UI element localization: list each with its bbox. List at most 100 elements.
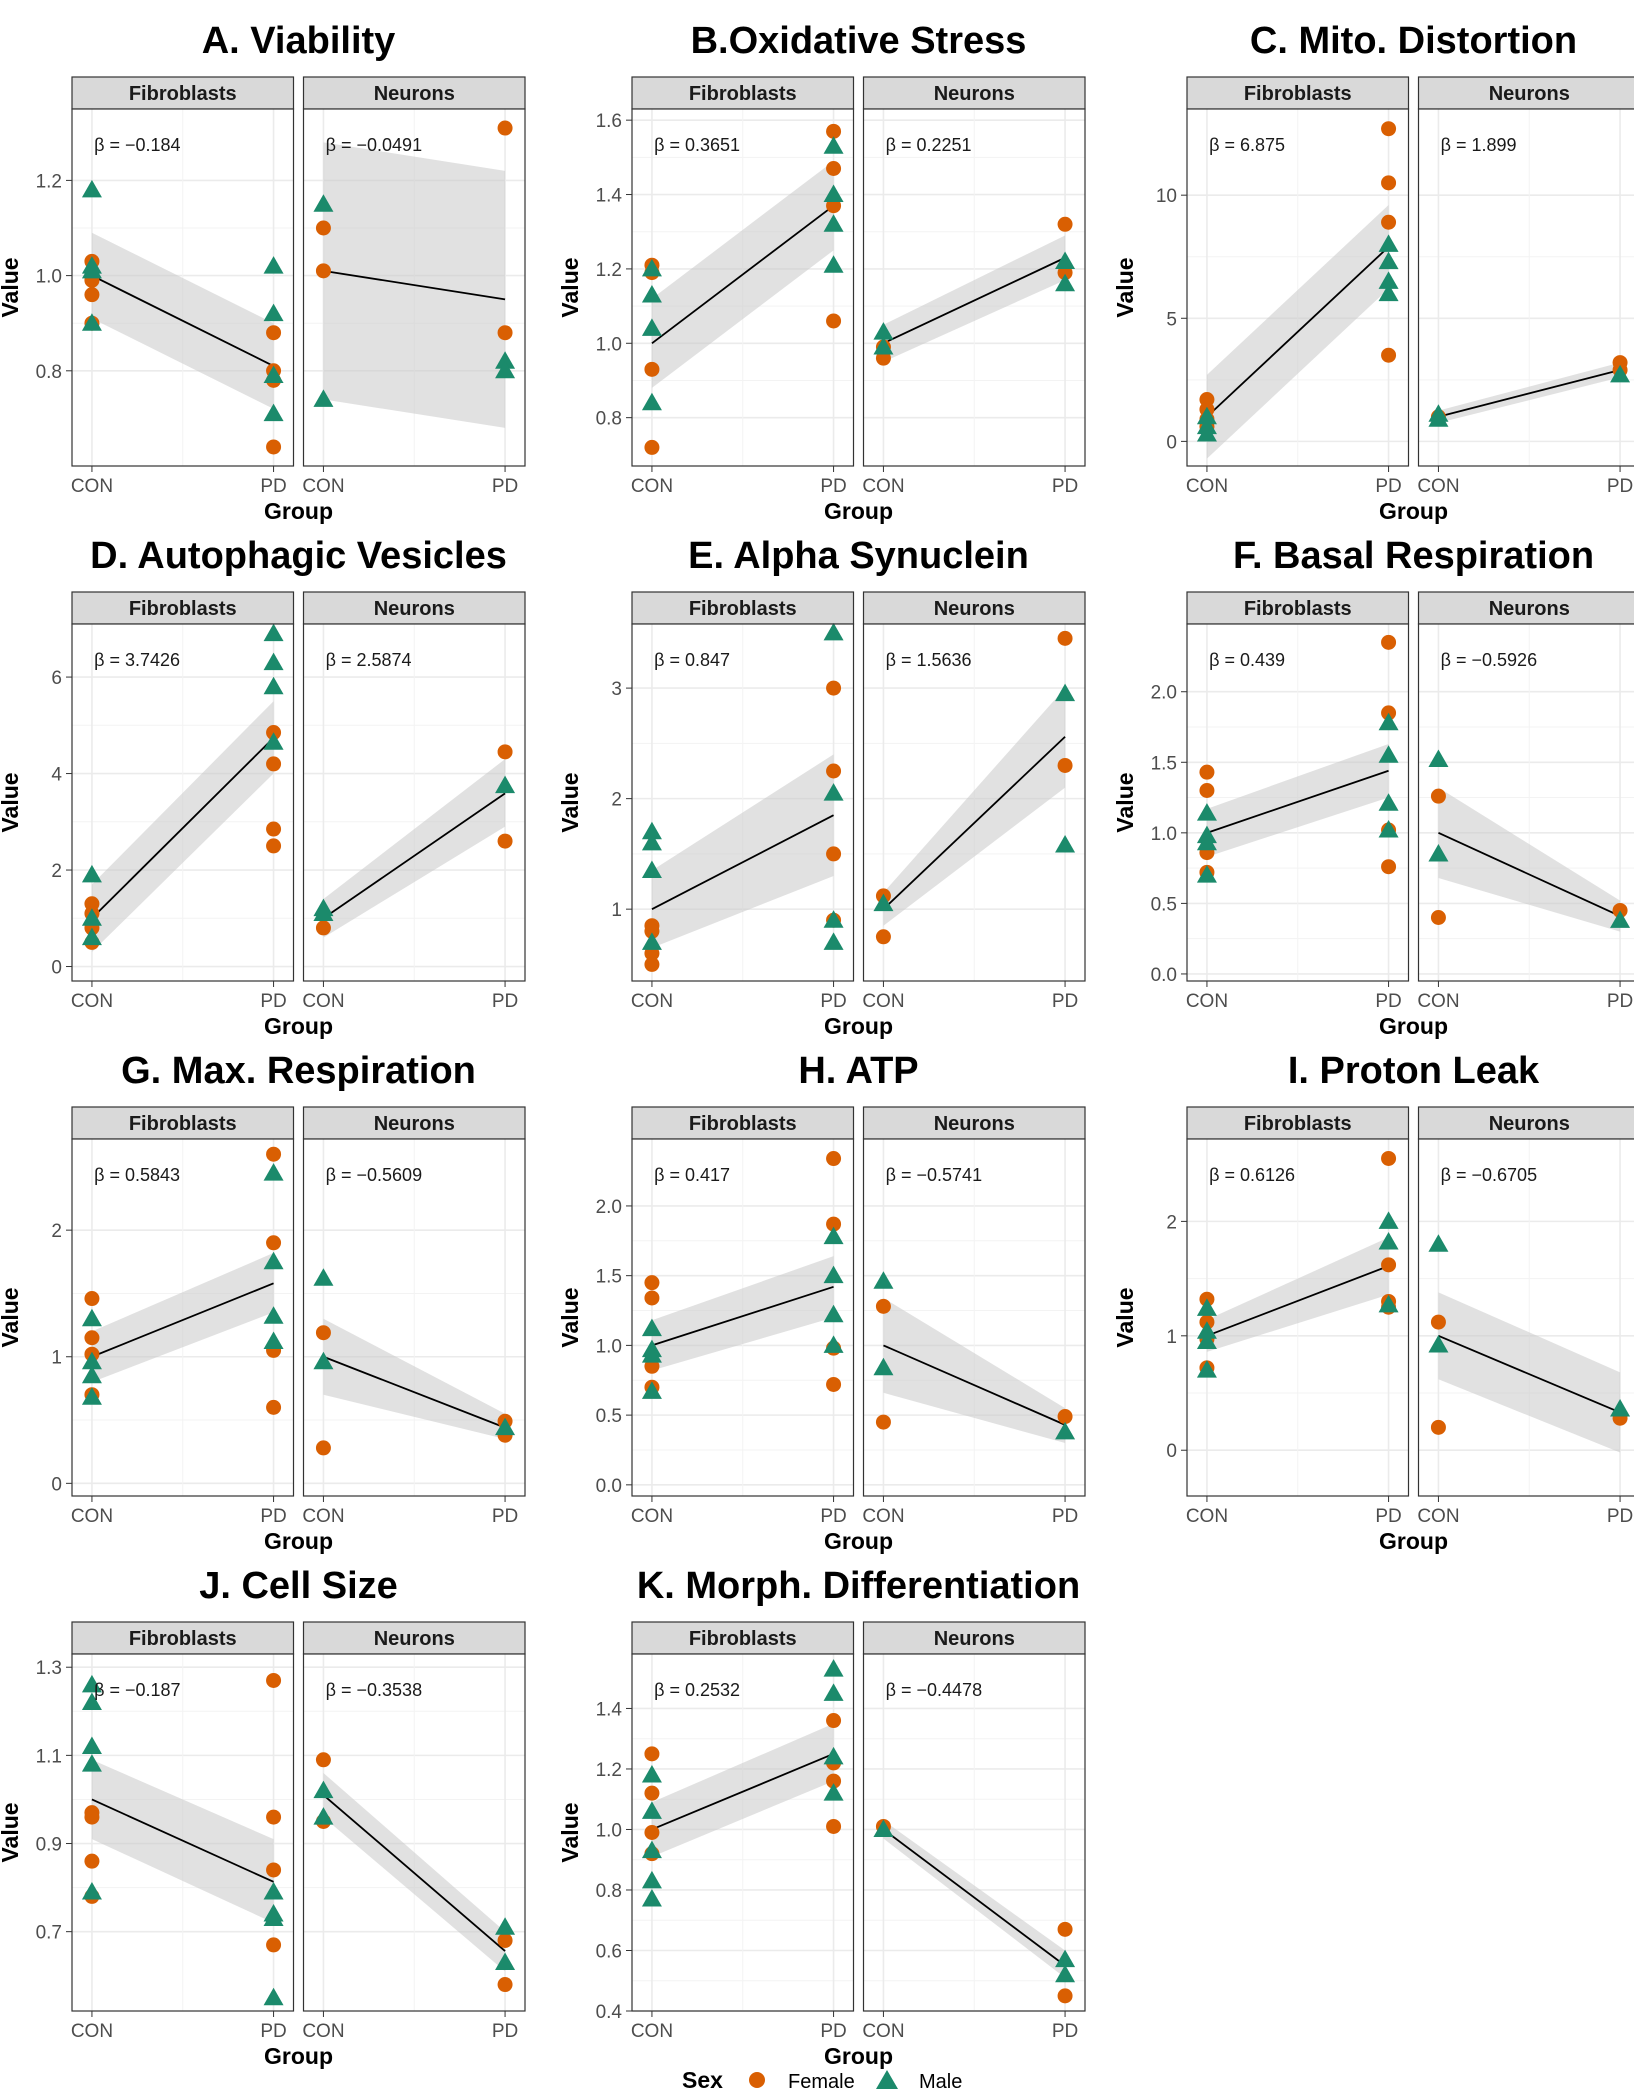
y-tick-label: 4: [51, 765, 62, 786]
data-point-female: [826, 680, 842, 696]
data-point-male: [263, 1882, 284, 1900]
data-point-female: [644, 439, 660, 455]
x-tick-label: PD: [1052, 2021, 1078, 2042]
data-point-male: [263, 1331, 284, 1350]
chart-panel-6: F. Basal Respiration Value 0.0 0.5 1.0 1.5 2.0…: [1112, 535, 1634, 1039]
data-point-female: [315, 220, 331, 236]
y-tick-label: 1: [611, 900, 622, 921]
confidence-band: [883, 235, 1066, 362]
y-tick-label: 1.0: [1151, 824, 1177, 845]
legend-male-marker: [876, 2070, 898, 2089]
data-point-female: [1430, 1419, 1446, 1435]
chart-title: B.Oxidative Stress: [691, 20, 1027, 62]
data-point-female: [497, 325, 513, 341]
legend: Sex Female Male: [682, 2067, 962, 2093]
data-point-male: [263, 1306, 284, 1324]
x-tick-label: CON: [631, 2021, 673, 2042]
data-point-male: [81, 1754, 102, 1772]
data-point-female: [315, 1325, 331, 1341]
y-tick-label: 1.4: [596, 1699, 623, 1720]
data-point-female: [644, 1785, 660, 1801]
data-point-male: [1428, 749, 1449, 767]
x-axis-label: Group: [824, 1013, 893, 1039]
y-tick-label: 1: [1166, 1327, 1177, 1348]
y-tick-label: 1.2: [596, 1760, 622, 1781]
facet-panel-border: [71, 623, 295, 982]
regression-line: [1438, 369, 1621, 418]
data-point-female: [644, 361, 660, 377]
data-point-male: [313, 194, 334, 212]
chart-panel-3: C. Mito. Distortion Value 0 5 10 Group Fibrobl…: [1112, 20, 1634, 524]
regression-line: [651, 204, 835, 344]
chart-title: H. ATP: [798, 1050, 918, 1092]
data-point-male: [495, 1952, 516, 1971]
y-tick-label: 0.5: [596, 1406, 622, 1427]
chart-title: I. Proton Leak: [1288, 1050, 1540, 1092]
chart-title: A. Viability: [202, 20, 396, 62]
data-point-male: [873, 322, 894, 340]
data-point-male: [823, 1683, 844, 1701]
y-tick-label: 0: [1166, 1441, 1177, 1462]
data-point-female: [266, 756, 282, 772]
data-point-female: [315, 1752, 331, 1768]
y-tick-label: 1.5: [596, 1267, 622, 1288]
data-point-male: [1428, 1234, 1449, 1252]
data-point-male: [1196, 832, 1217, 851]
regression-line: [1206, 246, 1390, 418]
x-tick-label: CON: [1417, 991, 1459, 1012]
data-point-male: [1196, 1321, 1217, 1339]
y-tick-label: 1.0: [596, 334, 622, 355]
x-tick-label: PD: [260, 476, 286, 497]
regression-line: [322, 1794, 506, 1952]
y-tick-label: 0: [51, 1474, 62, 1495]
data-point-female: [826, 1773, 842, 1789]
data-point-male: [1196, 1360, 1217, 1378]
data-point-female: [1381, 859, 1397, 875]
data-point-male: [1196, 406, 1217, 425]
facet-panel-border: [302, 1653, 526, 2012]
data-point-female: [1057, 757, 1073, 773]
y-tick-label: 0: [51, 958, 62, 979]
data-point-male: [823, 255, 844, 273]
data-point-male: [1055, 1964, 1076, 1983]
y-tick-label: 5: [1166, 309, 1177, 330]
data-point-female: [875, 1298, 891, 1314]
regression-line: [91, 1282, 274, 1358]
facet-panel-border: [1186, 1138, 1410, 1497]
data-point-male: [495, 1917, 516, 1935]
chart-panel-8: H. ATP Value 0.0 0.5 1.0 1.5 2.0 Group Fibroblas…: [557, 1050, 1086, 1554]
chart-title: K. Morph. Differentiation: [637, 1565, 1080, 1607]
beta-annotation: β = 2.5874: [326, 650, 412, 670]
data-point-male: [81, 1674, 102, 1693]
data-point-female: [644, 1746, 660, 1762]
data-point-female: [644, 956, 660, 972]
data-point-female: [826, 846, 842, 862]
data-point-female: [644, 1290, 660, 1306]
beta-annotation: β = −0.6705: [1441, 1165, 1537, 1185]
facet-strip-label: Neurons: [934, 83, 1015, 105]
x-tick-label: CON: [1186, 476, 1228, 497]
y-tick-label: 0.0: [1151, 965, 1177, 986]
data-point-male: [1378, 251, 1399, 270]
chart-panel-1: A. Viability Value 0.8 1.0 1.2 Group Fibroblas…: [0, 20, 526, 524]
data-point-male: [1378, 1211, 1399, 1229]
data-point-male: [81, 313, 102, 331]
x-tick-label: CON: [302, 991, 344, 1012]
regression-line: [651, 814, 834, 910]
facet-strip-label: Fibroblasts: [129, 83, 237, 105]
x-tick-label: PD: [492, 476, 518, 497]
data-point-female: [497, 744, 513, 760]
facet-panel-border: [71, 1653, 295, 2012]
facet-strip-label: Neurons: [1489, 1113, 1570, 1135]
y-axis-label: Value: [0, 1287, 23, 1347]
chart-title: C. Mito. Distortion: [1250, 20, 1577, 62]
legend-title: Sex: [682, 2067, 723, 2093]
facet-panel-border: [1417, 623, 1634, 982]
data-point-female: [1430, 1314, 1446, 1330]
y-tick-label: 1.0: [596, 1336, 622, 1357]
data-point-male: [1196, 803, 1217, 821]
data-point-female: [266, 325, 282, 341]
regression-line: [651, 1285, 834, 1347]
data-point-male: [823, 910, 844, 928]
data-point-female: [315, 1440, 331, 1456]
